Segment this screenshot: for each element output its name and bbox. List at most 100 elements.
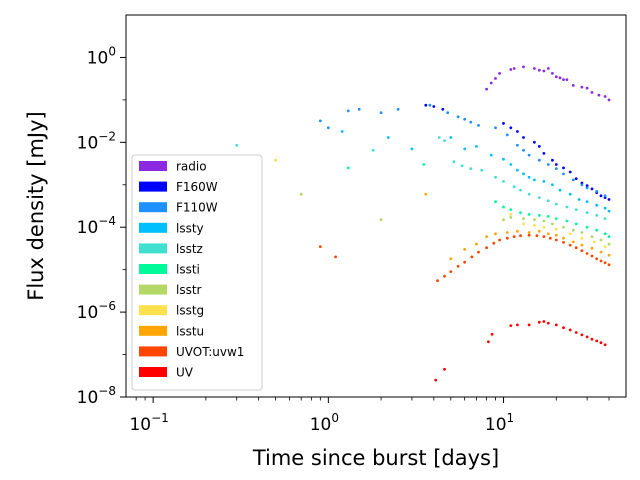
data-point [274,158,277,162]
data-point [551,158,554,162]
y-tick-exponent: −4 [98,214,116,228]
data-point [492,241,496,245]
data-point [537,320,541,324]
data-point [533,178,536,182]
data-point [522,148,525,152]
data-point [463,248,467,251]
data-point [574,246,578,250]
data-point [603,206,607,210]
data-point [527,233,531,237]
data-point [512,235,516,239]
data-point [546,321,550,325]
y-tick-label: 10−6 [77,299,116,323]
data-point [554,75,558,79]
data-point [235,143,239,147]
data-point [485,246,488,250]
legend-label: lssty [176,221,204,235]
data-point [580,183,584,187]
data-point [489,81,493,85]
data-point [509,208,513,212]
legend-label: F160W [176,180,218,194]
data-point [522,136,525,139]
data-point [595,257,599,261]
x-tick-label: 10−1 [129,411,168,435]
y-tick-exponent: 0 [108,44,116,58]
data-point [469,120,473,124]
legend-label: radio [176,160,207,174]
data-point [446,111,450,115]
data-point [386,136,390,139]
data-point [595,203,599,207]
data-point [498,238,501,242]
data-point [571,228,575,232]
data-point [554,233,558,237]
plot-frame [125,14,627,398]
data-point [463,147,467,151]
data-point [527,175,531,179]
data-point [595,339,599,343]
y-tick-exponent: −8 [98,384,116,398]
data-point [527,192,531,196]
data-point [470,255,474,259]
data-point [512,185,516,189]
data-point [318,245,322,249]
data-point [371,148,375,152]
data-point [568,328,572,332]
data-point [585,186,589,190]
data-point [456,264,460,268]
data-point [571,178,575,182]
data-point [542,320,546,323]
data-point [603,261,607,265]
data-point [574,222,578,226]
data-point [489,153,493,157]
data-point [599,238,603,242]
data-point [542,235,546,239]
data-point [516,229,519,233]
data-point [487,340,490,344]
data-point [546,163,550,166]
data-point [599,341,603,345]
legend-entries: radio F160W F110W lssty lsstz lssti lsstr lsstg… [139,160,244,380]
data-point [424,103,428,107]
data-point [558,76,562,80]
data-point [533,224,536,227]
data-point [546,67,550,70]
data-point [607,198,611,201]
data-point [485,87,488,91]
data-point [434,378,438,382]
x-tick-exponent: 0 [331,411,339,425]
data-point [562,78,565,81]
y-tick-base: 10 [77,218,99,238]
data-point [558,188,562,192]
data-point [562,225,565,229]
data-point [527,153,531,157]
x-tick-base: 10 [310,415,332,435]
data-point [607,263,611,267]
data-point [574,177,578,181]
data-point [565,78,569,81]
data-point [379,111,383,115]
data-point [519,234,522,238]
data-point [477,124,480,127]
data-point [516,130,519,133]
data-point [346,109,350,113]
legend-label: F110W [176,201,218,215]
data-point [590,246,594,250]
data-point [551,183,554,187]
data-point [494,232,497,236]
data-point [599,259,603,263]
data-point [519,211,522,215]
x-tick-base: 10 [129,415,151,435]
data-point [571,240,575,244]
legend-label: lsstz [176,242,203,256]
data-point [475,145,478,148]
data-point [443,274,446,278]
data-point [554,227,558,231]
data-point [542,219,546,223]
data-point [502,205,505,209]
data-point [599,194,603,198]
y-tick-label: 10−2 [77,129,116,153]
data-point [522,65,525,69]
data-point [562,236,565,240]
